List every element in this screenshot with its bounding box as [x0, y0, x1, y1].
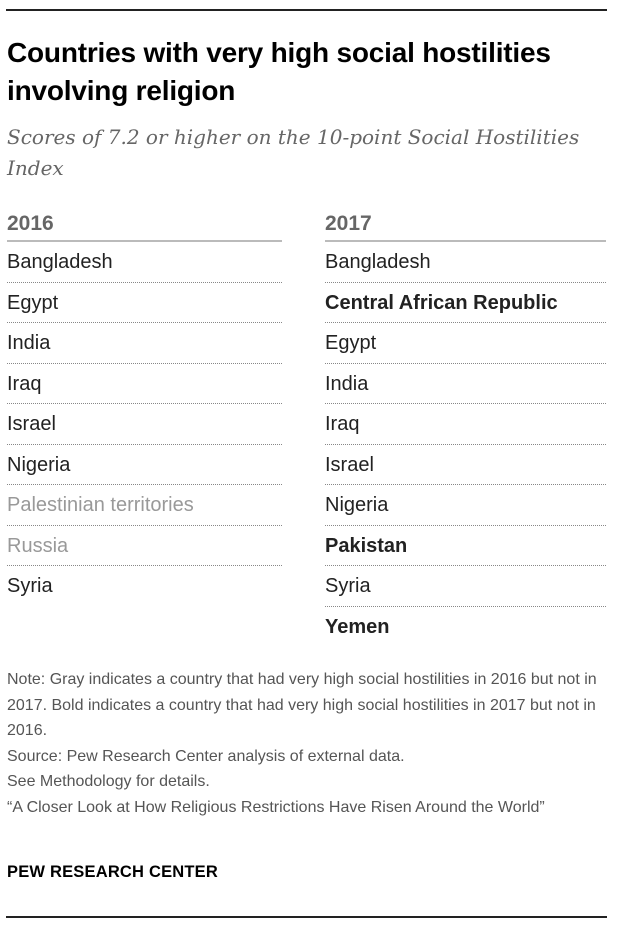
source-text: Source: Pew Research Center analysis of … [7, 747, 405, 765]
country-row: Iraq [7, 364, 282, 404]
country-row: Russia [7, 526, 282, 566]
country-row: Egypt [325, 323, 606, 364]
column-2017: 2017 Bangladesh Central African Republic E… [325, 206, 606, 647]
country-row: Israel [325, 445, 606, 485]
bottom-rule [6, 916, 607, 918]
country-list-2016: Bangladesh Egypt India Iraq Israel Nigeria Pal… [7, 242, 282, 607]
column-2016: 2016 Bangladesh Egypt India Iraq Israel Niger… [7, 206, 282, 607]
country-row: Nigeria [7, 445, 282, 485]
country-row: Syria [325, 566, 606, 607]
country-row: Egypt [7, 283, 282, 323]
country-row: Syria [7, 575, 53, 597]
figure-subtitle: Scores of 7.2 or higher on the 10-point … [7, 125, 580, 180]
country-row: Bangladesh [7, 242, 282, 283]
report-title: “A Closer Look at How Religious Restrict… [7, 798, 545, 816]
column-header-2016: 2016 [7, 206, 282, 242]
country-row: Nigeria [325, 485, 606, 526]
country-row: Bangladesh [325, 242, 606, 283]
column-header-2017: 2017 [325, 206, 606, 242]
top-rule [6, 9, 607, 11]
country-row: Central African Republic [325, 283, 606, 323]
figure-title: Countries with very high social hostilit… [7, 37, 551, 106]
country-row: Palestinian territories [7, 485, 282, 526]
notes-block: Note: Gray indicates a country that had … [7, 667, 607, 820]
country-row: Yemen [325, 615, 390, 638]
note-text: Note: Gray indicates a country that had … [7, 671, 597, 739]
methodology-text: See Methodology for details. [7, 773, 210, 790]
brand-logo-text: PEW RESEARCH CENTER [7, 863, 218, 881]
country-list-2017: Bangladesh Central African Republic Egypt I… [325, 242, 606, 647]
country-row: India [325, 364, 606, 404]
country-row: India [7, 323, 282, 364]
country-row: Pakistan [325, 526, 606, 566]
country-row: Israel [7, 404, 282, 445]
country-row: Iraq [325, 404, 606, 445]
